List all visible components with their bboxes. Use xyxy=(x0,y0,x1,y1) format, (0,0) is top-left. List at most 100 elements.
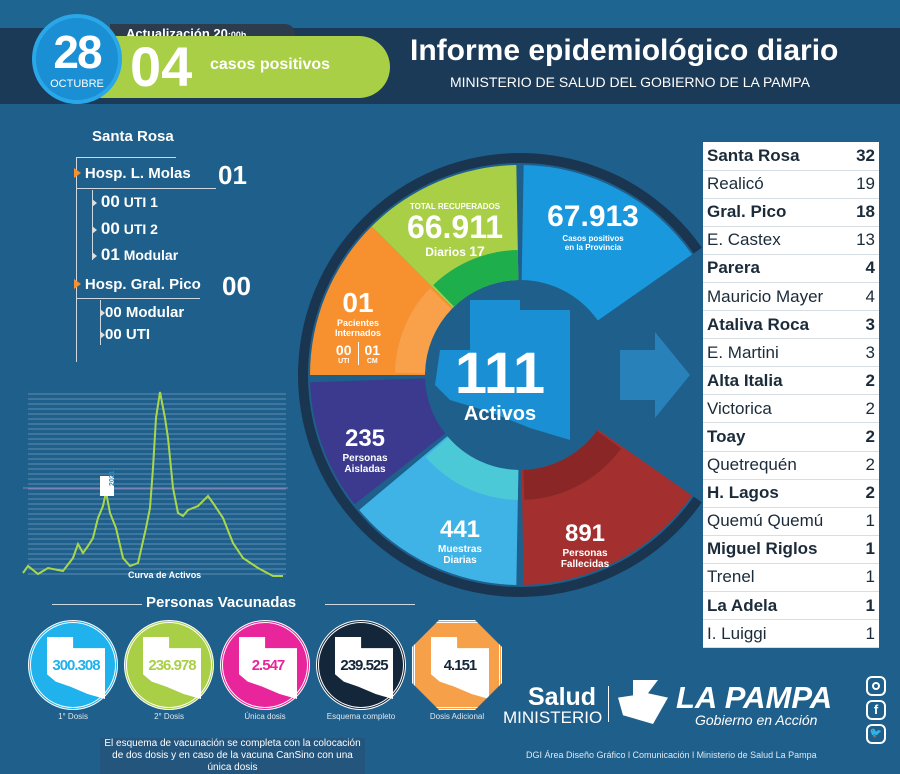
count: 00 xyxy=(100,219,120,238)
divider xyxy=(76,157,176,158)
vaccine-badge: 4.151 xyxy=(412,620,502,710)
locality-name: Realicó xyxy=(703,170,848,199)
la-pampa-logo: LA PAMPA xyxy=(676,680,833,715)
divider xyxy=(608,686,609,722)
locality-name: Quetrequén xyxy=(703,451,848,480)
arrow-right-icon xyxy=(620,332,690,418)
vaccines-row: 300.308 1° Dosis 236.978 2° Dosis 2.547 Única… xyxy=(28,620,508,721)
locality-count: 19 xyxy=(847,170,879,199)
locality-row: Santa Rosa 32 xyxy=(703,142,879,171)
hospital-name: Hosp. Gral. Pico xyxy=(84,276,201,293)
arrow-icon xyxy=(100,331,105,339)
daily-label: Diarios xyxy=(425,245,466,259)
locality-name: Santa Rosa xyxy=(703,142,848,171)
stats-wheel xyxy=(298,153,702,597)
deaths-label-2: Fallecidas xyxy=(560,559,610,570)
vaccine-count: 4.151 xyxy=(443,657,478,674)
vaccine-count: 300.308 xyxy=(52,657,100,674)
recovered-value: 66.911 xyxy=(406,209,504,245)
twitter-icon[interactable]: 🐦 xyxy=(866,724,886,744)
locality-name: Toay xyxy=(703,422,848,452)
locality-count: 1 xyxy=(847,563,879,593)
update-suffix: :00h xyxy=(227,30,247,40)
instagram-icon[interactable] xyxy=(866,676,886,696)
locality-name: Victorica xyxy=(703,394,848,424)
vaccine-item: 2.547 Única dosis xyxy=(220,620,320,721)
locality-row: Mauricio Mayer 4 xyxy=(703,282,879,312)
city-label: Santa Rosa xyxy=(92,128,174,145)
page-title: Informe epidemiológico diario xyxy=(410,34,839,67)
slogan: Gobierno en Acción xyxy=(695,712,818,728)
outer-ring xyxy=(345,496,702,597)
page-subtitle: MINISTERIO DE SALUD DEL GOBIERNO DE LA P… xyxy=(450,74,810,90)
date-badge: 28 OCTUBRE xyxy=(32,14,122,104)
locality-name: Parera xyxy=(703,254,848,283)
locality-row: Realicó 19 xyxy=(703,170,879,199)
top-band xyxy=(0,0,900,28)
divider xyxy=(76,188,216,189)
hospitalized-label: Pacientes xyxy=(336,318,380,328)
locality-row: Parera 4 xyxy=(703,254,879,283)
locality-name: Miguel Riglos xyxy=(703,535,848,564)
vaccine-item: 236.978 2° Dosis xyxy=(124,620,224,721)
facebook-icon[interactable]: f xyxy=(866,700,886,720)
vaccine-item: 300.308 1° Dosis xyxy=(28,620,128,721)
locality-count: 1 xyxy=(847,535,879,564)
province-logo-icon xyxy=(618,680,668,724)
arrow-icon xyxy=(74,168,81,178)
tree-line xyxy=(92,190,93,260)
locality-row: La Adela 1 xyxy=(703,591,879,621)
vaccine-count: 2.547 xyxy=(251,657,286,674)
count: 01 xyxy=(100,245,120,264)
locality-name: E. Martini xyxy=(703,338,848,368)
count: 00 xyxy=(100,192,120,211)
ministerio-logo: MINISTERIO xyxy=(503,708,603,727)
active-value: 111 xyxy=(454,341,546,406)
new-cases-label: casos positivos xyxy=(210,56,331,73)
samples-value: 441 xyxy=(439,516,481,543)
daily-value: 17 xyxy=(469,243,485,259)
locality-count: 3 xyxy=(847,338,879,368)
hospital-total: 00 xyxy=(222,271,251,301)
year-tag-text: 2021 xyxy=(109,470,116,486)
deaths-label: Personas xyxy=(562,548,608,559)
uti-value: 00 xyxy=(335,342,352,358)
locality-row: Quetrequén 2 xyxy=(703,451,879,480)
samples-label-2: Diarias xyxy=(443,555,477,566)
locality-count: 2 xyxy=(847,366,879,396)
arrow-icon xyxy=(92,199,97,207)
hospitalized-label-2: Internados xyxy=(334,328,381,338)
locality-name: E. Castex xyxy=(703,226,848,255)
locality-count: 18 xyxy=(847,198,879,227)
locality-row: Gral. Pico 18 xyxy=(703,198,879,227)
vaccine-count: 239.525 xyxy=(340,657,388,674)
positives-value: 67.913 xyxy=(547,200,639,233)
vaccine-badge: 2.547 xyxy=(220,620,310,710)
isolated-value: 235 xyxy=(344,425,386,452)
locality-name: La Adela xyxy=(703,591,848,621)
locality-row: Alta Italia 2 xyxy=(703,366,879,396)
vaccine-label: 2° Dosis xyxy=(154,712,184,721)
credits: DGI Área Diseño Gráfico l Comunicación l… xyxy=(526,750,817,760)
vaccine-label: Esquema completo xyxy=(326,712,396,721)
locality-count: 2 xyxy=(847,479,879,508)
locality-name: I. Luiggi xyxy=(703,619,848,649)
divider xyxy=(76,298,200,299)
count: 00 xyxy=(105,326,122,343)
locality-count: 2 xyxy=(847,394,879,424)
vaccine-note: El esquema de vacunación se completa con… xyxy=(100,738,365,774)
uti-label: UTI xyxy=(338,358,350,365)
locality-name: Alta Italia xyxy=(703,366,848,396)
arrow-icon xyxy=(92,226,97,234)
new-cases-pill: 04 casos positivos xyxy=(100,36,390,98)
arrow-icon xyxy=(74,279,81,289)
locality-name: Quemú Quemú xyxy=(703,507,848,536)
count: 00 xyxy=(105,304,122,321)
vaccines-title: Personas Vacunadas xyxy=(146,594,297,611)
locality-count: 2 xyxy=(847,422,879,452)
active-curve xyxy=(22,391,283,577)
locality-row: Miguel Riglos 1 xyxy=(703,535,879,564)
locality-name: Ataliva Roca xyxy=(703,310,848,340)
vaccine-item: 239.525 Esquema completo xyxy=(316,620,416,721)
locality-count: 3 xyxy=(847,310,879,340)
